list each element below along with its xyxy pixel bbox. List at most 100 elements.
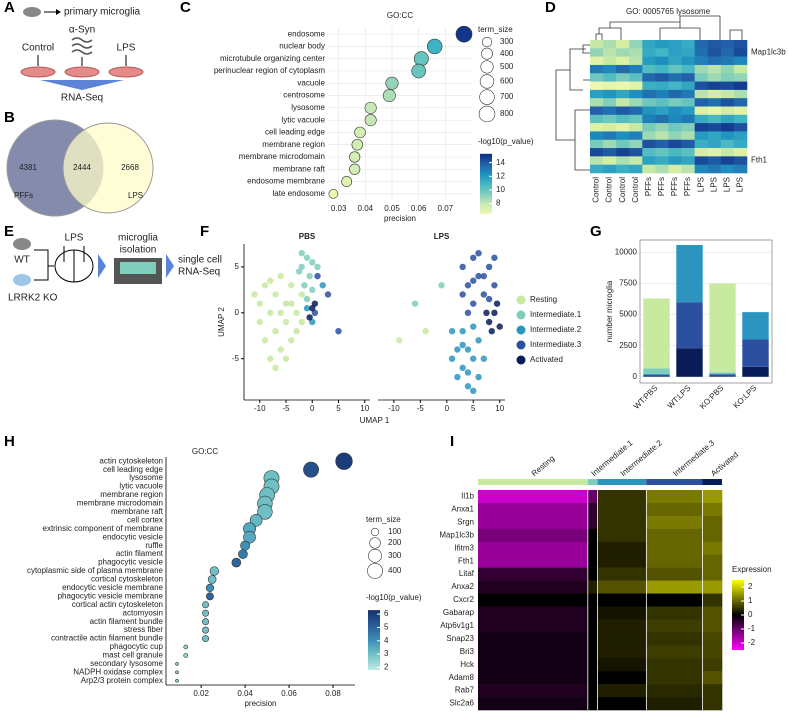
legend-label: 600	[500, 77, 514, 86]
heat-cell	[590, 81, 604, 91]
point	[251, 291, 258, 298]
point	[491, 282, 498, 289]
legend-label: 300	[500, 37, 514, 46]
bar-segment	[643, 376, 670, 377]
mouse-icon	[13, 274, 31, 286]
heat-cell	[655, 123, 669, 132]
heat-cell	[655, 89, 669, 99]
heat-cell	[681, 139, 695, 149]
point	[303, 295, 311, 303]
point	[309, 286, 316, 294]
heat-cell	[603, 56, 617, 66]
heat-cell	[587, 684, 598, 698]
y-axis-label: UMAP 2	[217, 307, 226, 337]
panel-label: D	[545, 0, 556, 16]
heat-cell	[616, 156, 630, 165]
legend-size	[370, 527, 380, 537]
point	[454, 346, 461, 353]
panel-label: A	[4, 0, 15, 16]
legend-swatch	[516, 355, 526, 365]
point	[411, 300, 419, 307]
heat-cell	[720, 40, 735, 49]
heat-cell	[629, 98, 643, 107]
dot	[364, 101, 377, 114]
point	[459, 327, 466, 335]
heat-cell	[587, 515, 598, 530]
bar-segment	[676, 244, 703, 303]
point	[293, 309, 300, 317]
heat-cell	[720, 131, 735, 141]
dot	[240, 540, 251, 551]
heat-cell	[702, 697, 723, 711]
heat-cell	[597, 490, 647, 504]
bar-segment	[676, 348, 703, 377]
point	[488, 327, 495, 335]
heat-cell	[590, 106, 604, 116]
y-tick-label: cell leading edge	[103, 465, 164, 474]
point	[459, 341, 466, 349]
y-tick-label: endosome membrane	[247, 177, 325, 186]
heat-cell	[478, 632, 589, 646]
row-label: Map1lc3b	[751, 48, 786, 57]
heat-cell	[707, 73, 722, 82]
heat-cell	[733, 89, 748, 99]
legend-size	[478, 105, 496, 123]
point	[261, 337, 269, 344]
heat-cell	[616, 139, 630, 149]
facet-title: LPS	[434, 232, 450, 241]
heat-cell	[597, 658, 647, 672]
dot	[238, 549, 248, 559]
heat-cell	[646, 502, 703, 517]
legend-swatch	[516, 325, 526, 335]
diagram-text: single cell	[178, 255, 222, 266]
heat-cell	[681, 123, 695, 132]
colorbar-label: 3	[384, 649, 389, 658]
heat-cell	[720, 64, 735, 74]
y-tick-label: actomyosin	[123, 608, 163, 617]
venn-count: 4381	[19, 163, 37, 172]
point	[324, 291, 332, 298]
heat-cell	[590, 156, 604, 165]
heat-cell	[616, 131, 630, 141]
heat-cell	[590, 98, 604, 107]
heat-cell	[733, 73, 748, 82]
y-tick-label: phagocytic vesicle membrane	[58, 591, 164, 600]
bar-segment	[742, 339, 769, 367]
heat-cell	[590, 56, 604, 66]
legend-size	[479, 74, 495, 89]
colorbar-label: 8	[496, 199, 501, 208]
heat-cell	[694, 81, 709, 91]
heat-cell	[681, 106, 695, 116]
heat-cell	[629, 40, 643, 49]
y-tick-label: cortical actin cytoskeleton	[72, 600, 163, 609]
heat-cell	[702, 541, 723, 556]
y-tick-label: cortical cytoskeleton	[91, 575, 163, 584]
point	[470, 254, 477, 261]
heat-cell	[694, 139, 709, 149]
heat-cell	[668, 81, 682, 91]
heat-cell	[642, 123, 656, 132]
heat-cell	[587, 645, 598, 659]
heat-cell	[681, 48, 695, 57]
heat-cell	[629, 89, 643, 99]
cluster-bar	[597, 479, 647, 485]
dot	[202, 626, 210, 634]
heat-cell	[702, 567, 723, 581]
y-tick-label: cytoplasmic side of plasma membrane	[27, 566, 164, 575]
y-tick-label: contractile actin filament bundle	[51, 634, 164, 643]
heat-cell	[694, 156, 709, 165]
dot	[349, 151, 361, 163]
heat-cell	[587, 619, 598, 633]
heat-cell	[478, 502, 589, 517]
heat-cell	[681, 81, 695, 91]
point	[309, 259, 316, 266]
heat-cell	[629, 56, 643, 66]
heat-cell	[707, 164, 722, 174]
heat-cell	[597, 554, 647, 568]
x-tick-label: 0.04	[358, 204, 374, 213]
point	[493, 300, 501, 307]
chart-title: GO:CC	[192, 447, 218, 456]
heat-cell	[655, 56, 669, 66]
point	[485, 263, 493, 271]
heat-cell	[720, 81, 735, 91]
